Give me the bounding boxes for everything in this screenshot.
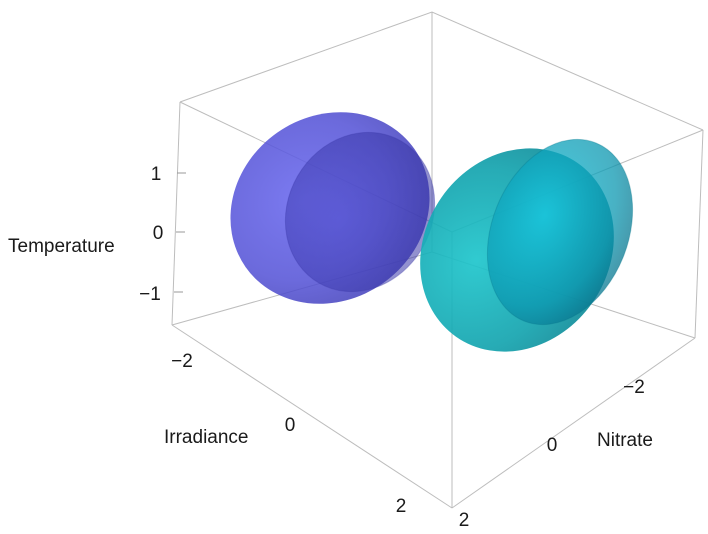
y-axis: −2 0 2 Nitrate — [459, 377, 653, 531]
box-back-edges — [179, 11, 704, 131]
ellipsoid-series-2 — [420, 138, 634, 352]
x-tick-label: −2 — [171, 351, 193, 372]
y-tick-label: −2 — [623, 377, 645, 398]
z-tick-label: 1 — [151, 164, 162, 185]
box-edge-bottom-right — [451, 337, 696, 509]
box-edge-bottom-left — [171, 324, 453, 509]
x-axis-label: Irradiance — [164, 427, 249, 448]
y-tick-label: 0 — [547, 435, 558, 456]
z-tick-label: −1 — [139, 284, 161, 305]
ellipsoid-2-inner — [486, 138, 634, 326]
ellipsoid-series-1 — [230, 112, 436, 304]
box-edge-right-vertical — [694, 129, 704, 339]
box-edge-left-vertical — [171, 101, 181, 326]
z-tick-label: 0 — [153, 223, 164, 244]
x-tick-label: 0 — [285, 415, 296, 436]
x-tick-label: 2 — [396, 496, 407, 517]
x-axis: −2 0 2 Irradiance — [164, 351, 406, 517]
y-tick-label: 2 — [459, 510, 470, 531]
y-axis-label: Nitrate — [597, 430, 653, 451]
z-axis: 1 0 −1 Temperature — [8, 164, 186, 305]
z-axis-label: Temperature — [8, 236, 115, 257]
